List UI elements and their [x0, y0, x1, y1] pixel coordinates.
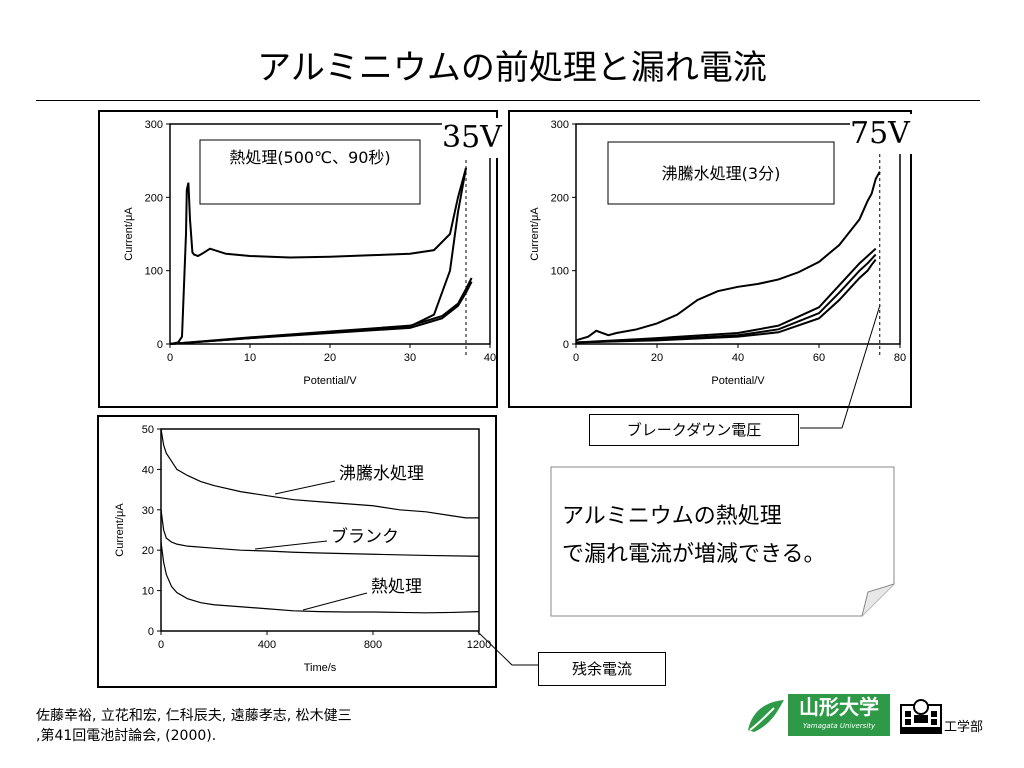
- slide-title: アルミニウムの前処理と漏れ電流: [257, 48, 767, 88]
- series-label-leader: [254, 540, 328, 550]
- y-tick-label: 200: [551, 192, 569, 204]
- y-axis-label: Current/μA: [114, 503, 126, 557]
- series-line-3: [160, 542, 480, 614]
- y-tick-label: 0: [148, 626, 154, 638]
- x-tick-label: 20: [324, 352, 336, 364]
- x-tick-label: 20: [651, 352, 663, 364]
- note-line-1: アルミニウムの熱処理: [562, 504, 782, 529]
- x-tick-label: 30: [404, 352, 416, 364]
- y-tick-label: 0: [157, 339, 163, 351]
- university-name-box: 山形大学 Yamagata University: [788, 694, 890, 736]
- series-line-4: [169, 281, 473, 345]
- series-label: 熱処理: [371, 577, 422, 597]
- x-tick-label: 40: [732, 352, 744, 364]
- x-axis-label: Time/s: [304, 662, 337, 674]
- chart-frame-heat-treatment: 0 100 200 300 0 10 20 30 40 Potential/V Current/μA…: [98, 110, 498, 408]
- x-tick-label: 800: [364, 639, 382, 651]
- series-label-leader: [302, 592, 368, 611]
- citation-authors: , 立花和宏, 仁科辰夫, 遠藤孝志, 松木健三: [92, 708, 352, 724]
- y-tick-label: 40: [142, 464, 154, 476]
- x-tick-label: 0: [158, 639, 164, 651]
- chart-heat-treatment: 0 100 200 300 0 10 20 30 40 Potential/V Current/μA…: [123, 119, 496, 387]
- citation: 佐藤幸裕, 立花和宏, 仁科辰夫, 遠藤孝志, 松木健三 ,第41回電池討論会,…: [36, 706, 352, 746]
- y-tick-label: 50: [142, 424, 154, 436]
- y-tick-label: 10: [142, 586, 154, 598]
- note-shape: [550, 466, 895, 617]
- voltage-label-35v: 35V: [442, 118, 502, 158]
- x-tick-label: 400: [258, 639, 276, 651]
- university-logo: 山形大学 Yamagata University: [744, 694, 890, 736]
- series-line-1: [575, 171, 881, 342]
- series-line-3: [575, 253, 877, 344]
- annotation-text-wrapper: 熱処理(500℃、90秒): [229, 148, 391, 167]
- y-tick-label: 300: [145, 119, 163, 131]
- breakdown-voltage-callout: ブレークダウン電圧: [589, 414, 799, 446]
- x-tick-label: 10: [244, 352, 256, 364]
- annotation-text: 熱処理(500℃、90秒): [229, 148, 391, 167]
- chart-frame-residual-current: 0 10 20 30 40 50 0 400 800 1200 Time/s Current/μA 沸騰…: [97, 415, 497, 688]
- x-tick-label: 40: [484, 352, 496, 364]
- series-line-1: [169, 167, 467, 345]
- x-tick-label: 0: [573, 352, 579, 364]
- y-tick-label: 300: [551, 119, 569, 131]
- series-label-leader: [274, 480, 336, 495]
- residual-current-callout: 残余電流: [538, 652, 666, 686]
- university-name-en: Yamagata University: [802, 722, 876, 730]
- chart-residual-current: 0 10 20 30 40 50 0 400 800 1200 Time/s Current/μA 沸騰…: [114, 424, 491, 674]
- y-tick-label: 200: [145, 192, 163, 204]
- series-line-1: [160, 428, 479, 519]
- chart-boiling-water: 0 100 200 300 0 20 40 60 80 Potential/V Current/μA…: [529, 119, 906, 387]
- note-line-2: で漏れ電流が増減できる。: [562, 542, 826, 567]
- y-tick-label: 30: [142, 505, 154, 517]
- x-axis-label: Potential/V: [303, 375, 357, 387]
- x-axis-label: Potential/V: [711, 375, 765, 387]
- x-tick-label: 0: [167, 352, 173, 364]
- x-tick-label: 1200: [467, 639, 491, 651]
- annotation-text: 沸騰水処理(3分): [662, 164, 781, 183]
- y-tick-label: 20: [142, 545, 154, 557]
- y-axis-label: Current/μA: [123, 207, 135, 261]
- y-tick-label: 100: [145, 266, 163, 278]
- series-label: ブランク: [331, 526, 399, 547]
- x-tick-label: 80: [894, 352, 906, 364]
- y-tick-label: 0: [563, 339, 569, 351]
- x-tick-label: 60: [813, 352, 825, 364]
- annotation-box: [607, 141, 835, 205]
- citation-source: ,第41回電池討論会, (2000).: [36, 728, 217, 744]
- chart-frame-boiling-water: 0 100 200 300 0 20 40 60 80 Potential/V Current/μA…: [508, 110, 912, 408]
- series-line-2: [160, 509, 480, 557]
- title-divider: [36, 100, 980, 101]
- series-line-4: [575, 259, 877, 344]
- series-line-2: [575, 247, 877, 344]
- voltage-label-75v: 75V: [850, 114, 914, 154]
- faculty-building-icon: [900, 699, 942, 734]
- university-name: 山形大学: [799, 695, 879, 719]
- faculty-label: 工学部: [944, 720, 984, 735]
- y-tick-label: 100: [551, 266, 569, 278]
- annotation-box: [199, 139, 421, 205]
- citation-first-author: 佐藤幸裕: [36, 708, 92, 724]
- y-axis-label: Current/μA: [529, 207, 541, 261]
- note-text: アルミニウムの熱処理 で漏れ電流が増減できる。: [562, 498, 892, 574]
- series-label: 沸騰水処理: [339, 464, 424, 484]
- leaf-icon: [748, 700, 784, 732]
- plot-area: [160, 428, 480, 632]
